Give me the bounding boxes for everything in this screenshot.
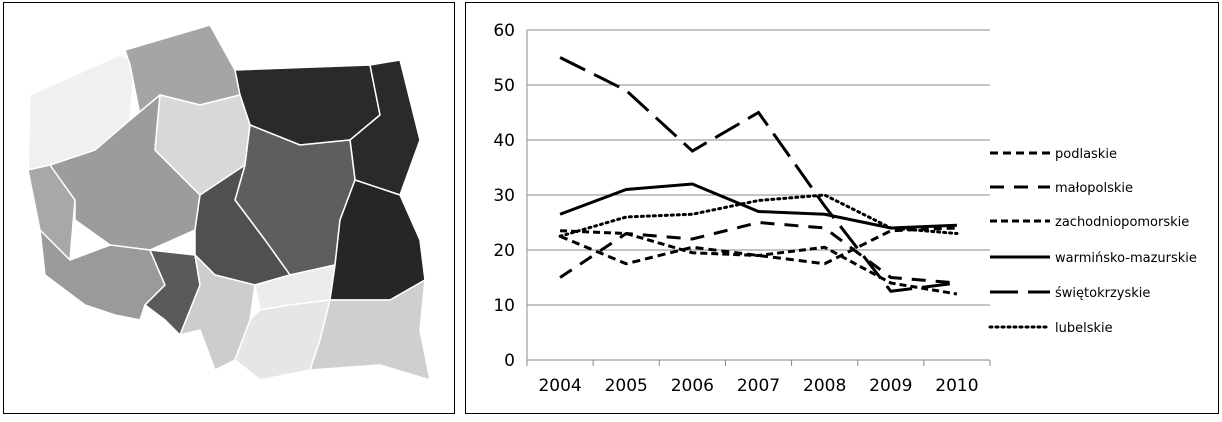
y-tick-label: 40 — [493, 131, 515, 151]
x-tick-label: 2006 — [671, 376, 714, 396]
x-tick-label: 2009 — [869, 376, 912, 396]
y-tick-label: 30 — [493, 186, 515, 206]
y-tick-label: 20 — [493, 241, 515, 261]
x-tick-label: 2008 — [803, 376, 846, 396]
legend-label: małopolskie — [1055, 181, 1133, 196]
series-line — [559, 226, 957, 266]
y-tick-label: 0 — [504, 351, 515, 371]
region — [179, 254, 256, 371]
y-tick-label: 60 — [493, 21, 515, 41]
region — [309, 279, 431, 381]
legend-label: świętokrzyskie — [1055, 286, 1150, 301]
legend-label: podlaskie — [1055, 147, 1117, 162]
map — [27, 24, 431, 381]
x-tick-label: 2007 — [737, 376, 780, 396]
legend-label: lubelskie — [1055, 321, 1113, 336]
x-tick-label: 2010 — [935, 376, 978, 396]
legend-label: warmińsko-mazurskie — [1055, 251, 1197, 266]
y-tick-label: 10 — [493, 296, 515, 316]
series-line — [560, 229, 958, 296]
series-line — [558, 193, 959, 238]
legend-label: zachodniopomorskie — [1055, 215, 1189, 230]
series-line — [559, 56, 958, 293]
y-tick-label: 50 — [493, 76, 515, 96]
x-tick-label: 2004 — [538, 376, 581, 396]
x-tick-label: 2005 — [605, 376, 648, 396]
chart-panel — [465, 2, 1219, 414]
